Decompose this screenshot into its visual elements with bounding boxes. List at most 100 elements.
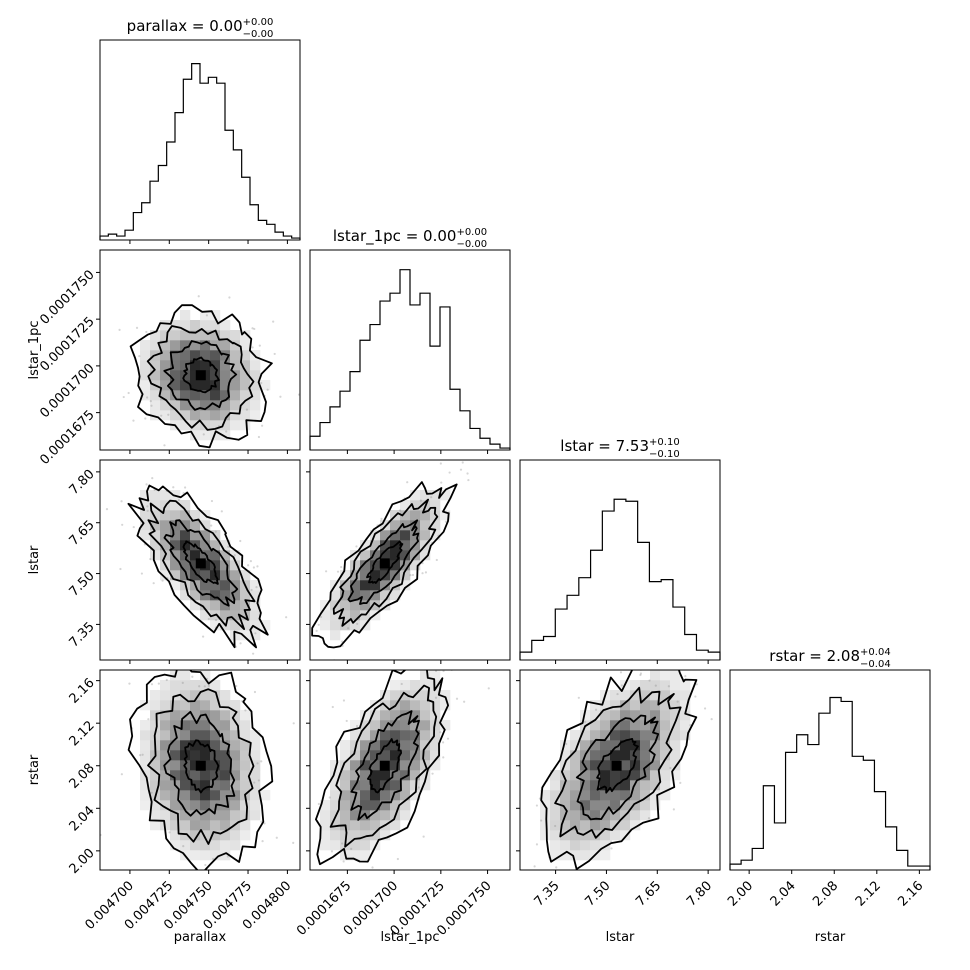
- title-err-minus: −0.04: [860, 659, 891, 670]
- density-cell: [180, 410, 191, 421]
- density-cell: [360, 560, 371, 571]
- density-cell: [350, 800, 361, 811]
- density-cell: [570, 850, 581, 861]
- sample-point: [442, 756, 445, 759]
- density-cell: [170, 560, 181, 571]
- contour-level-4: [127, 484, 269, 649]
- sample-point: [279, 395, 282, 398]
- sample-point: [253, 327, 256, 331]
- density-cell: [610, 710, 621, 721]
- sample-point: [260, 424, 264, 427]
- density-cell: [220, 760, 231, 771]
- density-cell: [390, 780, 401, 791]
- density-cell: [680, 690, 691, 701]
- sample-point: [227, 545, 230, 548]
- density-cell: [180, 560, 191, 571]
- density-cell: [190, 340, 201, 351]
- sample-point: [654, 684, 657, 687]
- sample-point: [594, 708, 598, 711]
- density-cell: [630, 730, 641, 741]
- title-err-plus: +0.10: [649, 437, 680, 448]
- contour-level-4: [311, 481, 458, 649]
- sample-point: [695, 683, 698, 686]
- density-cell: [180, 420, 191, 431]
- sample-point: [175, 644, 177, 646]
- density-cell: [230, 590, 241, 601]
- density-cell: [150, 770, 161, 781]
- density-cell: [670, 730, 681, 741]
- density-cell: [220, 790, 231, 801]
- density-cell: [380, 520, 391, 531]
- density-cell: [200, 770, 211, 781]
- density-cell: [370, 710, 381, 721]
- density-cell: [200, 420, 211, 431]
- density-cell: [560, 770, 571, 781]
- title-err-minus: −0.00: [456, 239, 487, 250]
- density-cell: [170, 500, 181, 511]
- panel-title: lstar = 7.53+0.10: [560, 437, 679, 455]
- sample-point: [292, 722, 295, 725]
- histogram-step-line: [519, 498, 721, 660]
- sample-point: [317, 664, 319, 666]
- density-cell: [380, 740, 391, 751]
- density-cell: [160, 570, 171, 581]
- sample-point: [235, 684, 238, 688]
- density-cell: [410, 560, 421, 571]
- density-cell: [380, 830, 391, 841]
- sample-point: [141, 753, 144, 756]
- density-cell: [390, 790, 401, 801]
- density-cell: [570, 810, 581, 821]
- density-cell: [190, 390, 201, 401]
- density-cell: [180, 570, 191, 581]
- density-cell: [380, 580, 391, 591]
- density-cell: [200, 690, 211, 701]
- density-cell: [250, 770, 261, 781]
- density-cell: [230, 730, 241, 741]
- density-cell: [350, 830, 361, 841]
- x-tick-label: 2.04: [768, 878, 799, 909]
- density-cell: [440, 490, 451, 501]
- density-cell: [630, 810, 641, 821]
- density-cell: [370, 810, 381, 821]
- sample-point: [122, 395, 125, 399]
- density-cell: [240, 630, 251, 641]
- density-cell: [390, 580, 401, 591]
- density-cell: [340, 800, 351, 811]
- density-cell: [660, 740, 671, 751]
- density-cell: [360, 740, 371, 751]
- density-cell: [150, 700, 161, 711]
- density-cell: [590, 720, 601, 731]
- panel-title: rstar = 2.08+0.04: [769, 647, 890, 665]
- title-main: parallax = 0.00: [127, 17, 243, 35]
- density-cell: [350, 570, 361, 581]
- density-cell: [170, 830, 181, 841]
- density-cell: [210, 600, 221, 611]
- density-cell: [550, 790, 561, 801]
- y-axis-label-lstar_1pc: lstar_1pc: [27, 321, 42, 380]
- sample-point: [406, 481, 409, 484]
- density-cell: [590, 800, 601, 811]
- density-cell: [140, 760, 151, 771]
- sample-point: [555, 866, 558, 869]
- density-cell: [170, 770, 181, 781]
- sample-point: [430, 496, 433, 499]
- sample-point: [167, 413, 170, 416]
- density-cell: [170, 820, 181, 831]
- sample-point: [239, 539, 242, 543]
- density-cell: [250, 620, 261, 631]
- density-cell: [250, 750, 261, 761]
- sample-point: [212, 874, 214, 876]
- density-cell: [210, 360, 221, 371]
- density-cell: [600, 730, 611, 741]
- density-cell: [150, 520, 161, 531]
- density-cell: [220, 370, 231, 381]
- density-cell: [250, 810, 261, 821]
- sample-point: [169, 577, 172, 580]
- density-cell: [390, 730, 401, 741]
- density-cell: [540, 820, 551, 831]
- density-cell: [360, 820, 371, 831]
- density-cell: [390, 750, 401, 761]
- contour-level-2: [347, 519, 420, 605]
- density-cell: [580, 740, 591, 751]
- density-cell: [180, 790, 191, 801]
